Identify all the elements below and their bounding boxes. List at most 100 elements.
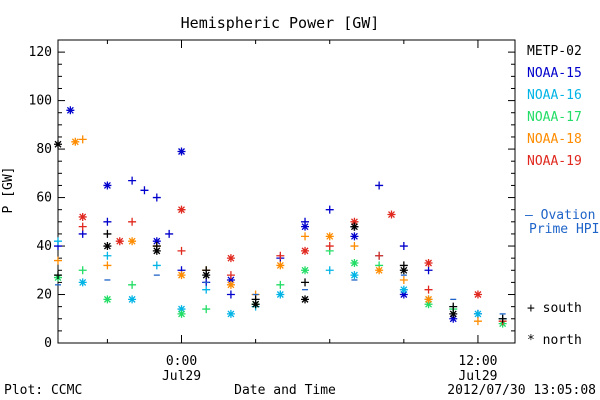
north-marker <box>103 295 112 304</box>
south-marker <box>54 256 62 265</box>
series-noaa-19-south <box>78 217 507 326</box>
north-marker <box>54 140 62 149</box>
north-marker <box>103 242 112 251</box>
north-marker <box>103 181 112 190</box>
north-marker <box>177 147 186 156</box>
south-marker <box>473 317 482 326</box>
south-marker <box>103 261 112 270</box>
x-tick-label-date: Jul29 <box>162 369 201 384</box>
north-marker <box>473 290 482 299</box>
legend-entry-noaa-16: NOAA-16 <box>527 88 582 103</box>
south-marker <box>177 246 186 255</box>
series-metp-02-north <box>54 140 458 318</box>
south-marker <box>103 229 112 238</box>
north-marker <box>177 271 186 280</box>
y-tick-label: 20 <box>36 288 52 303</box>
series-metp-02-south <box>54 222 507 323</box>
south-marker <box>375 251 384 260</box>
series-noaa-15-south <box>54 176 482 318</box>
marker-key-north: * north <box>527 333 582 348</box>
south-marker <box>152 261 161 270</box>
south-marker <box>128 280 137 289</box>
south-marker <box>325 242 334 251</box>
north-marker <box>301 222 310 231</box>
north-marker <box>251 300 260 309</box>
north-marker <box>350 259 359 268</box>
north-marker <box>424 259 433 268</box>
south-marker <box>226 290 235 299</box>
south-marker <box>350 242 359 251</box>
north-marker <box>177 305 186 314</box>
south-marker <box>276 251 285 260</box>
south-marker <box>128 217 137 226</box>
north-marker <box>226 309 235 318</box>
series-noaa-15-north <box>66 106 458 323</box>
north-marker <box>399 266 408 275</box>
north-marker <box>449 309 458 318</box>
south-marker <box>103 217 112 226</box>
north-marker <box>226 280 235 289</box>
south-marker <box>375 181 384 190</box>
south-marker <box>103 251 112 260</box>
south-marker <box>226 271 235 280</box>
y-tick-label: 0 <box>44 336 52 351</box>
north-marker <box>350 222 359 231</box>
north-marker <box>473 309 482 318</box>
north-marker <box>399 285 408 294</box>
south-marker <box>140 186 149 195</box>
series-ovation-prime-hpi <box>55 274 506 315</box>
north-marker <box>226 254 235 263</box>
y-axis-label: P [GW] <box>1 167 16 214</box>
south-marker <box>54 237 62 246</box>
x-tick-label-time: 12:00 <box>458 354 497 369</box>
ovation-label-line1: – Ovation <box>525 208 595 223</box>
x-axis-label: Date and Time <box>234 383 336 398</box>
south-marker <box>424 285 433 294</box>
south-marker <box>399 242 408 251</box>
plot-frame <box>57 39 516 344</box>
legend-entry-noaa-15: NOAA-15 <box>527 66 582 81</box>
north-marker <box>399 290 408 299</box>
north-marker <box>128 237 137 246</box>
north-marker <box>177 205 186 214</box>
south-marker <box>78 229 87 238</box>
north-marker <box>78 212 87 221</box>
legend-entry-noaa-17: NOAA-17 <box>527 110 582 125</box>
y-tick-label: 120 <box>29 45 52 60</box>
y-tick-label: 100 <box>29 94 52 109</box>
north-marker <box>226 275 235 284</box>
north-marker <box>276 290 285 299</box>
north-marker <box>71 137 80 146</box>
south-marker <box>424 266 433 275</box>
south-marker <box>78 222 87 231</box>
south-marker <box>301 278 310 287</box>
chart-title: Hemispheric Power [GW] <box>181 14 380 32</box>
footer-timestamp: 2012/07/30 13:05:08 <box>447 383 596 398</box>
y-axis: 0 20 40 60 80 100 120 <box>29 39 515 351</box>
series-noaa-19-north <box>78 205 482 299</box>
marker-key: + south * north <box>527 301 582 348</box>
south-marker <box>165 229 174 238</box>
x-tick-label-date: Jul29 <box>458 369 497 384</box>
south-marker <box>78 135 87 144</box>
north-marker <box>78 278 87 287</box>
north-marker <box>115 237 124 246</box>
legend: METP-02 NOAA-15 NOAA-16 NOAA-17 NOAA-18 NOAA-… <box>527 44 582 169</box>
north-marker <box>350 271 359 280</box>
north-marker <box>375 266 384 275</box>
y-tick-label: 80 <box>36 142 52 157</box>
south-marker <box>399 275 408 284</box>
north-marker <box>128 295 137 304</box>
north-marker <box>276 261 285 270</box>
north-marker <box>387 210 396 219</box>
north-marker <box>350 217 359 226</box>
south-marker <box>325 205 334 214</box>
south-marker <box>152 193 161 202</box>
south-marker <box>498 314 507 323</box>
data-points <box>54 106 507 328</box>
series-noaa-18-north <box>71 137 433 304</box>
series-noaa-16-north <box>78 271 482 318</box>
y-tick-label: 60 <box>36 191 52 206</box>
